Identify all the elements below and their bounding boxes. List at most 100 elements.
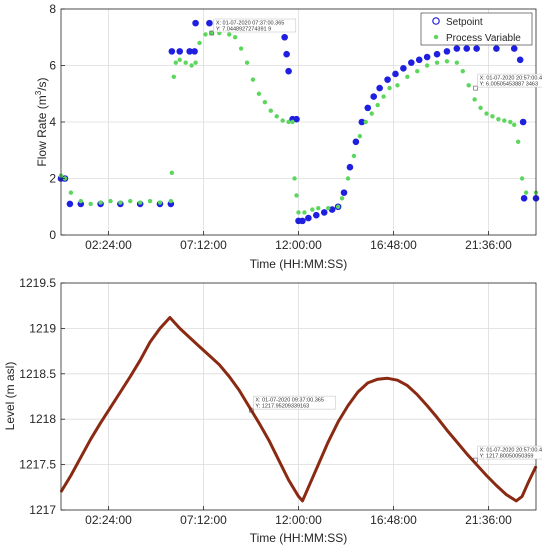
level-data-point	[258, 422, 260, 424]
flow-rate-series	[57, 19, 540, 225]
setpoint-point	[299, 217, 306, 225]
datatip-x-text: X: 01-07-2020 20:57:00.424	[480, 76, 542, 82]
setpoint-point	[313, 211, 320, 219]
y-tick-label: 0	[49, 228, 56, 242]
process-variable-point	[424, 63, 430, 68]
process-variable-point	[98, 200, 103, 205]
process-variable-point	[183, 60, 188, 65]
setpoint-point	[376, 84, 383, 92]
setpoint-point	[305, 214, 312, 222]
datatip-anchor[interactable]	[473, 85, 478, 91]
process-variable-point	[177, 57, 182, 63]
level-data-point	[406, 384, 409, 387]
setpoint-point	[520, 194, 528, 202]
setpoint-point	[293, 115, 300, 123]
setpoint-point	[443, 48, 451, 55]
level-data-point	[337, 421, 339, 423]
setpoint-point	[320, 209, 328, 216]
process-variable-point	[244, 60, 250, 65]
process-variable-point	[316, 205, 321, 211]
level-axes: 02:24:00 07:12:00 12:00:00 16:48:00 21:36:00…	[3, 276, 542, 545]
process-variable-point	[147, 198, 153, 204]
level-data-point	[248, 405, 250, 408]
setpoint-point	[352, 138, 360, 146]
level-data-point	[475, 463, 478, 466]
process-variable-point	[415, 68, 420, 74]
x-tick-label: 07:12:00	[180, 238, 227, 252]
level-data-point	[79, 456, 82, 459]
level-data-point	[515, 500, 518, 502]
setpoint-point	[346, 163, 354, 171]
level-data-point	[268, 439, 270, 441]
level-data-point	[89, 438, 92, 440]
y-tick-label: 1219.5	[19, 276, 56, 290]
process-variable-point	[508, 119, 513, 125]
process-variable-point	[310, 207, 315, 212]
setpoint-point	[463, 45, 471, 52]
setpoint-point	[176, 48, 184, 55]
process-variable-point	[169, 170, 175, 176]
datatip-x-text: X: 01-07-2020 07:37:00.365	[216, 21, 285, 27]
level-data-point	[297, 495, 300, 498]
process-variable-point	[515, 139, 521, 144]
datatip-box	[213, 18, 297, 33]
flow-rate-y-ticks: 0 2 4 6 8	[49, 2, 65, 242]
level-data-point	[178, 327, 181, 330]
datatip-x-text: X: 01-07-2020 20:57:00.424	[480, 448, 542, 454]
process-variable-point	[502, 118, 507, 123]
process-variable-point	[193, 60, 198, 65]
process-variable-point	[292, 176, 297, 181]
setpoint-point	[423, 53, 431, 61]
process-variable-point	[369, 111, 374, 116]
setpoint-point	[473, 45, 480, 52]
setpoint-point	[516, 56, 524, 64]
datatip-y-text: Y: 6.00505453887 3463	[480, 82, 538, 88]
process-variable-point	[280, 118, 285, 123]
process-variable-point	[490, 114, 495, 119]
x-tick-label: 02:24:00	[85, 238, 132, 252]
process-variable-point	[250, 77, 256, 82]
y-tick-label: 1217	[29, 503, 56, 517]
process-variable-point	[351, 153, 357, 159]
level-data-point	[307, 486, 310, 489]
process-variable-point	[268, 108, 273, 113]
level-data-point	[188, 336, 191, 339]
level-data-point	[396, 379, 399, 381]
level-data-point	[198, 345, 201, 348]
level-data-point	[169, 316, 171, 319]
y-tick-label: 6	[49, 59, 56, 73]
process-variable-point	[302, 210, 307, 215]
setpoint-point	[400, 65, 407, 72]
process-variable-point	[484, 111, 489, 116]
level-data-point	[327, 441, 329, 443]
datatip-anchor[interactable]	[249, 407, 254, 413]
x-tick-label: 21:36:00	[465, 238, 512, 252]
level-data-point	[505, 493, 508, 496]
process-variable-point	[387, 85, 392, 91]
level-x-axis-label: Time (HH:MM:SS)	[250, 531, 348, 545]
setpoint-point	[283, 50, 290, 58]
process-variable-point	[203, 32, 208, 37]
process-variable-point	[444, 59, 450, 64]
process-variable-point	[375, 102, 380, 108]
process-variable-point	[137, 200, 143, 205]
datatip-anchor[interactable]	[209, 30, 215, 36]
legend-setpoint-label: Setpoint	[446, 17, 483, 28]
level-data-point	[465, 452, 468, 455]
process-variable-point	[274, 114, 279, 119]
setpoint-point	[192, 19, 199, 27]
legend-setpoint-marker	[432, 17, 440, 25]
process-variable-point	[466, 83, 471, 88]
x-tick-label: 12:00:00	[275, 238, 322, 252]
process-variable-point	[381, 94, 386, 99]
process-variable-point	[168, 198, 174, 204]
process-variable-point	[345, 176, 351, 181]
flow-rate-y-label-post: /s)	[35, 77, 49, 90]
datatip-anchor[interactable]	[473, 457, 478, 463]
level-data-point	[99, 422, 102, 424]
y-tick-label: 4	[49, 115, 56, 129]
level-data-point	[485, 474, 488, 477]
process-variable-point	[405, 74, 410, 80]
level-data-point	[129, 375, 132, 378]
datatip-y-text: Y: 7.0448927274391 9	[216, 27, 271, 33]
